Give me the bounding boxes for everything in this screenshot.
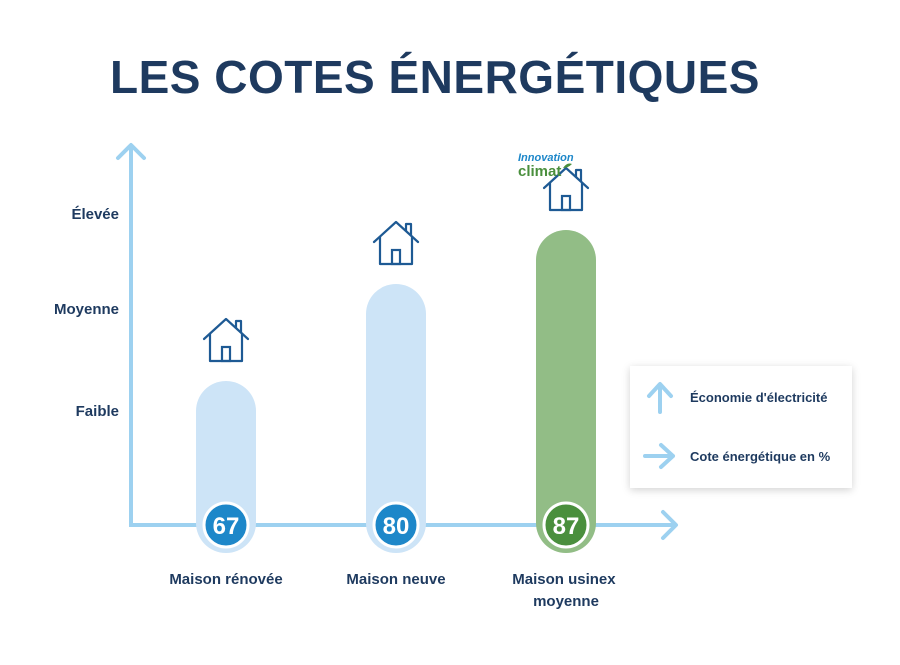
category-label: Maison usinex moyenne: [512, 571, 620, 610]
innovation-climat-logo: Innovation climat: [518, 152, 574, 180]
data-label: 67: [213, 513, 240, 540]
house-icon: [202, 317, 250, 363]
legend-item: Cote énergétique en %: [630, 438, 830, 474]
legend-item: Économie d'électricité: [630, 379, 827, 415]
value-badge: [542, 501, 590, 549]
value-badge: [202, 501, 250, 549]
y-tick-label: Faible: [76, 403, 119, 420]
chart-title: LES COTES ÉNERGÉTIQUES: [110, 51, 760, 103]
svg-text:Innovation: Innovation: [518, 152, 574, 164]
svg-text:climat: climat: [518, 163, 561, 180]
legend-label: Cote énergétique en %: [690, 448, 831, 464]
data-label: 87: [553, 513, 580, 540]
data-label: 80: [383, 513, 410, 540]
arrow-right-icon: [630, 441, 690, 471]
bar: [366, 284, 426, 553]
legend: Économie d'électricité Cote énergétique …: [630, 366, 852, 488]
bar: [536, 230, 596, 553]
value-badge: [372, 501, 420, 549]
y-tick-label: Moyenne: [54, 301, 119, 318]
category-label: Maison rénovée: [169, 571, 282, 588]
y-tick-label: Élevée: [71, 206, 119, 223]
arrow-up-icon: [630, 380, 690, 414]
house-icon: [372, 220, 420, 266]
y-axis: [116, 143, 146, 525]
leaf-icon: [563, 163, 572, 168]
category-label: Maison neuve: [346, 571, 445, 588]
legend-label: Économie d'électricité: [690, 389, 828, 405]
